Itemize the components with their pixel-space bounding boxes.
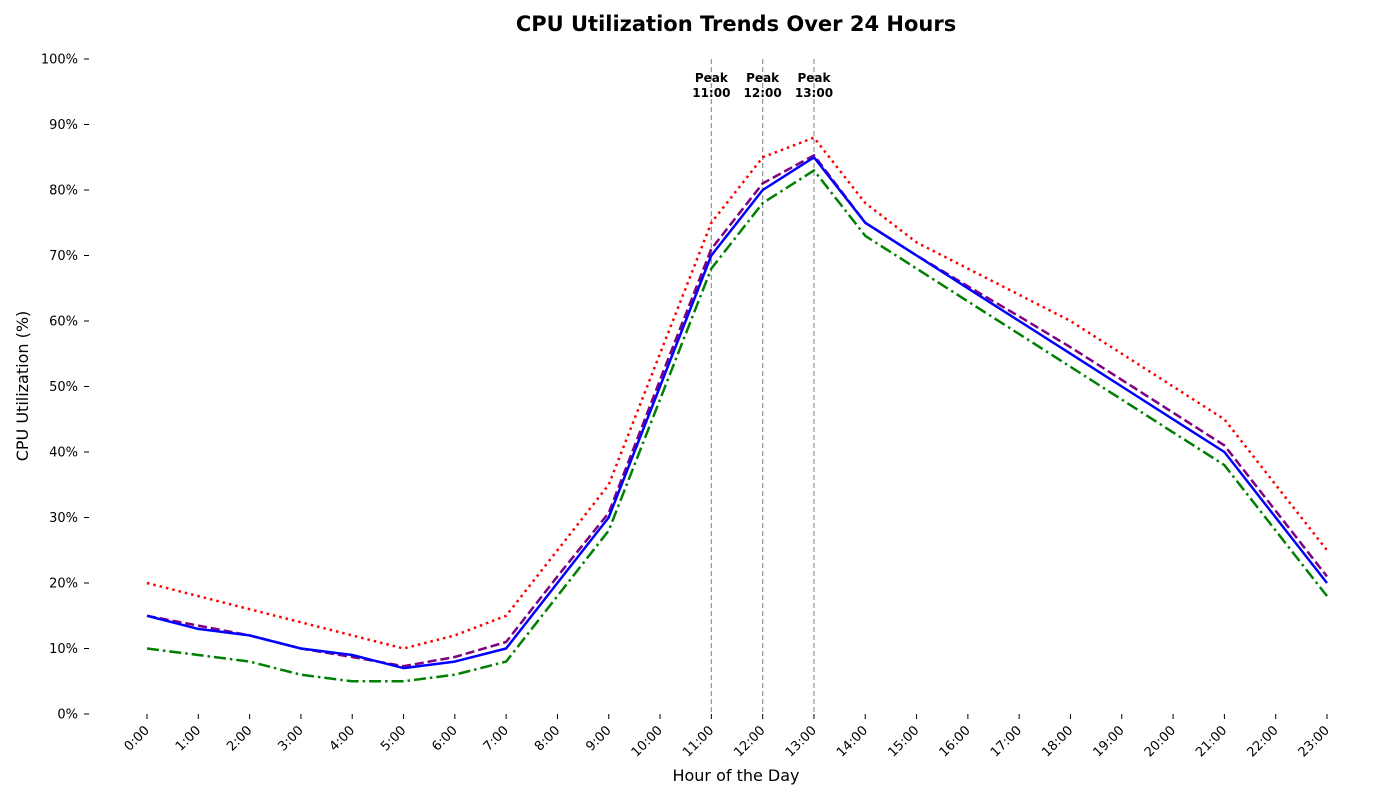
- x-tick-label: 23:00: [1296, 723, 1333, 760]
- x-tick-label: 9:00: [583, 723, 614, 754]
- x-tick-label: 16:00: [937, 723, 974, 760]
- y-tick-label: 0%: [57, 708, 78, 723]
- y-tick-label: 10%: [49, 642, 78, 657]
- y-tick-label: 80%: [49, 184, 78, 199]
- x-tick-label: 4:00: [327, 723, 358, 754]
- x-tick-label: 2:00: [224, 723, 255, 754]
- chart-title: CPU Utilization Trends Over 24 Hours: [516, 12, 956, 36]
- x-tick-label: 14:00: [834, 723, 871, 760]
- series-line-solid: [146, 156, 1328, 670]
- x-tick-label: 11:00: [680, 723, 717, 760]
- y-tick-label: 50%: [49, 380, 78, 395]
- x-axis: 0:00 1:00 2:00 3:00 4:00 5:00 6:00 7:00 8:00 9:00…: [122, 714, 1333, 760]
- series-line-dashdot: [146, 169, 1328, 683]
- series-lines: [146, 136, 1328, 683]
- x-tick-label: 5:00: [378, 723, 409, 754]
- x-tick-label: 21:00: [1193, 723, 1230, 760]
- series-line-dotted: [146, 136, 1328, 650]
- y-tick-label: 20%: [49, 577, 78, 592]
- peak-time-label: 13:00: [795, 86, 833, 100]
- y-tick-label: 30%: [49, 511, 78, 526]
- x-tick-label: 15:00: [885, 723, 922, 760]
- y-axis-label: CPU Utilization (%): [13, 311, 32, 462]
- x-tick-label: 20:00: [1142, 723, 1179, 760]
- x-tick-label: 18:00: [1039, 723, 1076, 760]
- x-tick-label: 0:00: [122, 723, 153, 754]
- peak-time-label: 11:00: [692, 86, 730, 100]
- x-tick-label: 6:00: [429, 723, 460, 754]
- x-tick-label: 13:00: [783, 723, 820, 760]
- series-line-dashed: [146, 154, 1328, 668]
- x-tick-label: 10:00: [629, 723, 666, 760]
- x-axis-label: Hour of the Day: [672, 766, 799, 785]
- x-tick-label: 3:00: [275, 723, 306, 754]
- y-tick-label: 70%: [49, 249, 78, 264]
- peak-label: Peak: [695, 71, 729, 85]
- x-tick-label: 8:00: [532, 723, 563, 754]
- y-tick-label: 90%: [49, 118, 78, 133]
- x-tick-label: 19:00: [1091, 723, 1128, 760]
- peak-label: Peak: [746, 71, 780, 85]
- y-tick-label: 60%: [49, 315, 78, 330]
- y-tick-label: 100%: [41, 53, 78, 68]
- peak-time-label: 12:00: [744, 86, 782, 100]
- x-tick-label: 12:00: [731, 723, 768, 760]
- x-tick-label: 17:00: [988, 723, 1025, 760]
- peak-label: Peak: [797, 71, 831, 85]
- y-tick-label: 40%: [49, 446, 78, 461]
- x-tick-label: 22:00: [1244, 723, 1281, 760]
- x-tick-label: 1:00: [173, 723, 204, 754]
- x-tick-label: 7:00: [481, 723, 512, 754]
- y-axis: 0% 10% 20% 30% 40% 50% 60% 70% 80% 90% 100%: [41, 53, 89, 723]
